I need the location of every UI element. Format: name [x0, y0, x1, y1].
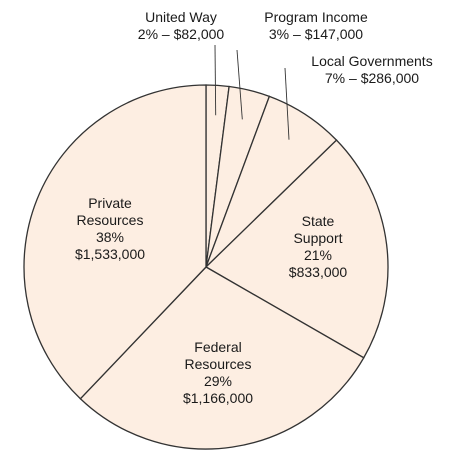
label-line: Support — [293, 230, 342, 246]
label-line: $833,000 — [289, 264, 348, 280]
label-line: 29% — [204, 373, 232, 389]
label-line: 3% – $147,000 — [269, 26, 363, 42]
label-line: Program Income — [264, 9, 368, 25]
slice-private-resources — [23, 84, 207, 400]
label-line: Resources — [77, 212, 144, 228]
label-line: 2% – $82,000 — [138, 26, 225, 42]
label-line: United Way — [145, 9, 217, 25]
label-line: $1,166,000 — [183, 390, 253, 406]
label-line: 7% – $286,000 — [325, 70, 419, 86]
slice-labels: United Way 2% – $82,000 Program Income 3% –… — [75, 9, 433, 406]
label-program-income: Program Income 3% – $147,000 — [264, 9, 368, 42]
label-line: 38% — [96, 229, 124, 245]
leader-local-governments — [284, 67, 290, 140]
label-state-support: State Support 21% $833,000 — [289, 213, 348, 280]
label-line: 21% — [304, 247, 332, 263]
pie-slices — [23, 84, 389, 450]
label-line: State — [302, 213, 335, 229]
label-line: Local Governments — [311, 53, 432, 69]
label-line: Resources — [185, 356, 252, 372]
label-private-resources: Private Resources 38% $1,533,000 — [75, 195, 145, 262]
label-united-way: United Way 2% – $82,000 — [138, 9, 225, 42]
slice-state-support — [204, 139, 389, 359]
label-line: $1,533,000 — [75, 246, 145, 262]
label-line: Private — [88, 195, 132, 211]
label-line: Federal — [194, 339, 241, 355]
leader-program-income — [236, 49, 243, 120]
leader-united-way — [214, 44, 217, 116]
leader-lines — [214, 44, 290, 140]
slice-federal-resources — [79, 266, 365, 450]
label-local-governments: Local Governments 7% – $286,000 — [311, 53, 432, 86]
label-federal-resources: Federal Resources 29% $1,166,000 — [183, 339, 253, 406]
